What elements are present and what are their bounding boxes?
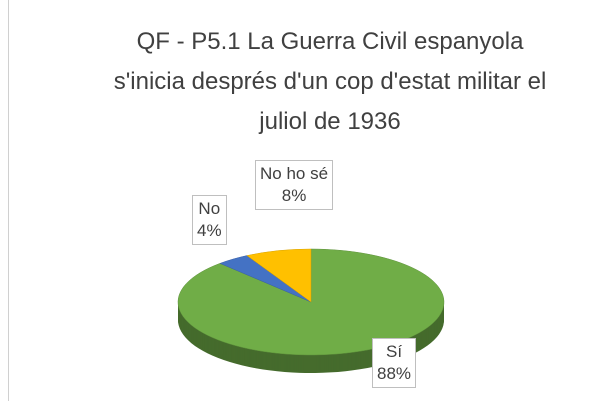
label-name: Sí — [385, 342, 403, 361]
chart-title: QF - P5.1 La Guerra Civil espanyola s'in… — [113, 28, 547, 135]
label-value: 88% — [377, 364, 412, 383]
label-value: 4% — [197, 221, 222, 240]
data-label: No ho sé 8% — [255, 160, 334, 210]
label-name: No — [198, 199, 221, 218]
data-label: No 4% — [192, 195, 227, 245]
frame-border — [8, 0, 9, 401]
data-label: Sí 88% — [372, 338, 417, 388]
label-name: No ho sé — [260, 164, 329, 183]
label-value: 8% — [281, 186, 307, 205]
pie-slice — [246, 248, 312, 303]
